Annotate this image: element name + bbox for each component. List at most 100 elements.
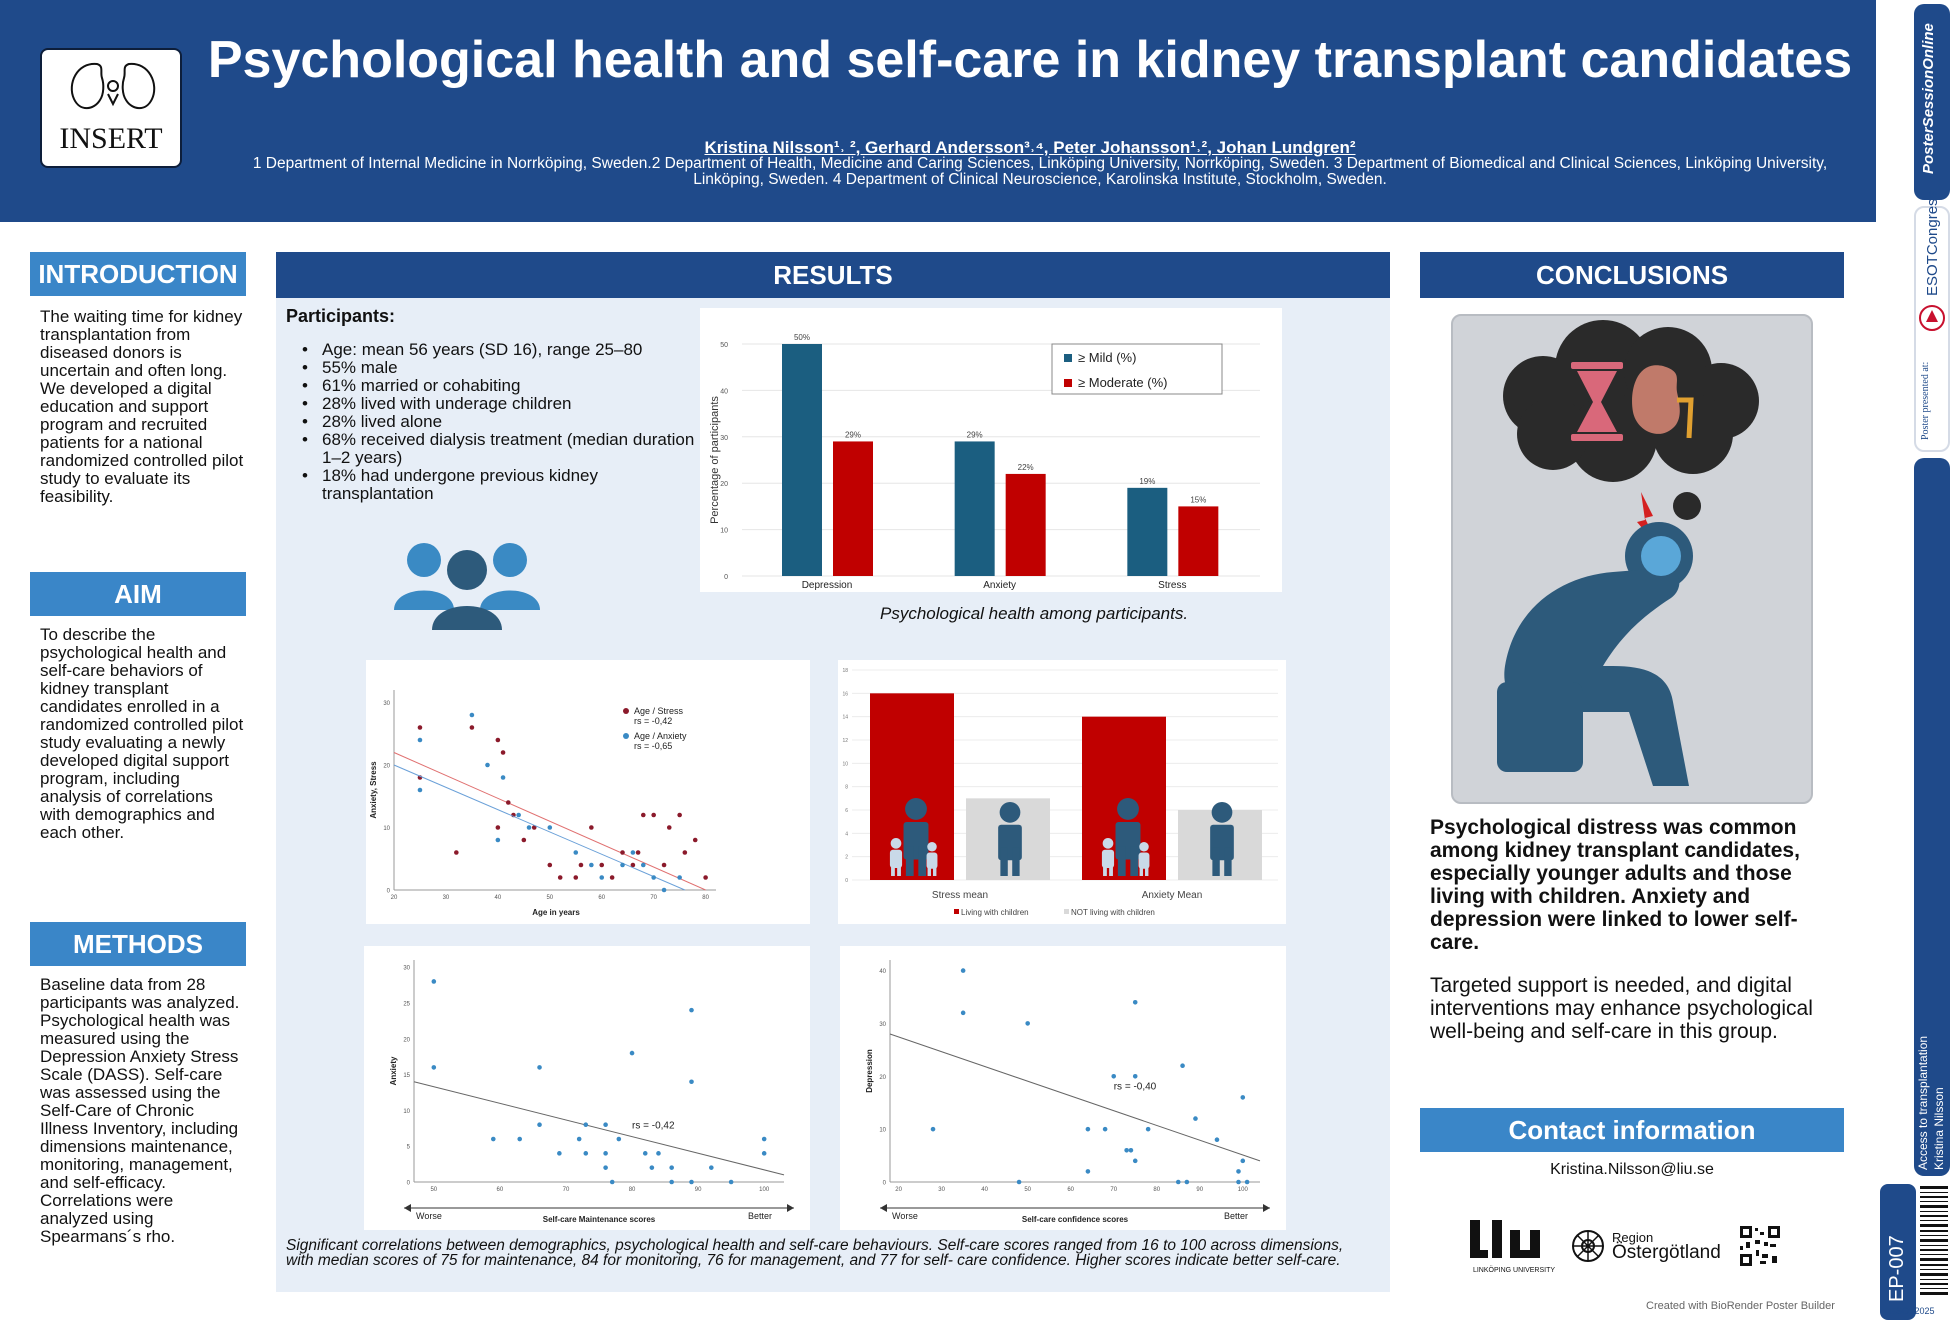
distressed-person-icon [1497, 320, 1759, 786]
liu-logo: LINKÖPING UNIVERSITY [1468, 1216, 1560, 1276]
y-tick-label: 18 [842, 668, 848, 674]
esot-logo-icon [1919, 305, 1945, 331]
data-point [1145, 1126, 1151, 1132]
data-point [930, 1126, 936, 1132]
legend-label: NOT living with children [1071, 908, 1155, 917]
data-point [960, 968, 966, 973]
bar [782, 344, 822, 576]
data-point [500, 750, 506, 755]
x-tick-label: 70 [563, 1187, 570, 1193]
legend-swatch [1064, 379, 1072, 387]
data-point [495, 837, 501, 843]
data-point [666, 825, 672, 830]
chart-maintenance-scatter: 0 5 10 15 20 25 30 50 60 70 80 90 100 Anxiety rs = -0,… [364, 946, 810, 1230]
fit-line [393, 752, 706, 891]
data-point [677, 812, 682, 818]
y-tick-label: 20 [403, 1037, 410, 1043]
data-point [490, 1136, 496, 1142]
child-icon-head [927, 842, 937, 852]
data-point [495, 737, 501, 743]
data-point [531, 825, 537, 830]
x-tick-label: Stress [1158, 580, 1186, 591]
list-item: 28% lived with underage children [302, 395, 702, 414]
data-point [1111, 1073, 1117, 1079]
data-point [526, 825, 532, 830]
fit-line [393, 764, 686, 891]
adult-icon-leg [905, 846, 914, 876]
participants-title: Participants: [286, 306, 396, 326]
x-tick-label: 70 [650, 895, 657, 901]
x-axis-label: Age in years [532, 908, 580, 917]
data-point [454, 850, 459, 855]
data-point [537, 1065, 542, 1070]
arrow-right-head [787, 1204, 794, 1212]
group-people-icon [394, 543, 540, 630]
chart-age-scatter: 0 10 20 30 20 30 40 50 60 70 80 Anxiety, Stress Age … [366, 660, 810, 924]
y-axis-label: Depression [865, 1049, 874, 1093]
chart-children-bar: 0 2 4 6 8 10 12 14 16 18 Stress mean Anxiety Mean Li… [838, 660, 1286, 924]
poster-header: INSERT Psychological health and self-car… [0, 0, 1876, 222]
legend-label: Living with children [961, 908, 1029, 917]
x-tick-label: 20 [391, 895, 398, 901]
contact-email[interactable]: Kristina.Nilsson@liu.se [1550, 1161, 1714, 1178]
list-item: Age: mean 56 years (SD 16), range 25–80 [302, 341, 702, 360]
data-point [505, 800, 511, 805]
child-icon-leg [1103, 861, 1107, 876]
qr-code-icon[interactable] [1740, 1226, 1780, 1266]
x-tick-label: 60 [1067, 1187, 1074, 1193]
child-icon-leg [897, 861, 901, 876]
x-tick-label: 60 [497, 1187, 504, 1193]
correlation-label: rs = -0,40 [1114, 1082, 1157, 1093]
data-point [630, 850, 636, 855]
poster-session-badge: PosterSessionOnline [1914, 4, 1950, 200]
data-point [1175, 1179, 1181, 1185]
y-tick-label: 10 [879, 1128, 886, 1134]
logo-text: INSERT [59, 122, 163, 155]
y-axis-label: Anxiety, Stress [369, 761, 378, 819]
data-point [603, 1165, 608, 1170]
data-label: 19% [1139, 477, 1155, 486]
data-point [1180, 1063, 1185, 1069]
data-point [500, 775, 506, 780]
adult-icon-head [905, 798, 927, 820]
data-point [609, 875, 615, 880]
data-point [761, 1151, 767, 1156]
data-point [609, 1179, 615, 1185]
kidney-icon [1632, 365, 1694, 439]
y-axis-label: Anxiety [389, 1056, 398, 1085]
region-emblem-icon [1572, 1230, 1604, 1262]
list-item: 18% had undergone previous kidney transp… [302, 467, 702, 503]
sidebar-author-text: Kristina Nilsson [1932, 1087, 1946, 1170]
data-point [1236, 1179, 1241, 1185]
y-tick-label: 4 [845, 831, 848, 837]
data-point [709, 1165, 714, 1170]
y-tick-label: 50 [720, 342, 728, 349]
data-point [516, 812, 521, 818]
child-icon-head [1139, 842, 1149, 852]
data-point [1244, 1179, 1250, 1185]
topic-badge: Access to transplantation Kristina Nilss… [1914, 458, 1950, 1176]
data-point [728, 1179, 734, 1185]
y-tick-label: 30 [403, 966, 410, 972]
introduction-heading: INTRODUCTION [30, 252, 246, 296]
child-icon-leg [927, 863, 931, 876]
poster-id-badge: EP-007 [1880, 1184, 1916, 1320]
child-icon-leg [1109, 861, 1113, 876]
data-point [682, 850, 688, 855]
data-point [578, 862, 584, 868]
arrow-left-head [404, 1204, 411, 1212]
data-point [431, 1065, 437, 1070]
aim-heading: AIM [30, 572, 246, 616]
x-axis-label: Self-care Maintenance scores [543, 1215, 656, 1224]
kidney-logo-icon [70, 62, 156, 110]
conclusion-illustration [1451, 314, 1813, 804]
data-label: 50% [794, 333, 810, 342]
data-point [573, 850, 579, 855]
caption-top: Psychological health among participants. [880, 604, 1189, 623]
data-point [661, 862, 667, 868]
credit-text: Created with BioRender Poster Builder [1646, 1300, 1835, 1312]
data-point [557, 875, 563, 880]
y-tick-label: 40 [879, 969, 886, 975]
x-tick-label: 70 [1110, 1187, 1117, 1193]
x-tick-label: 100 [759, 1187, 770, 1193]
